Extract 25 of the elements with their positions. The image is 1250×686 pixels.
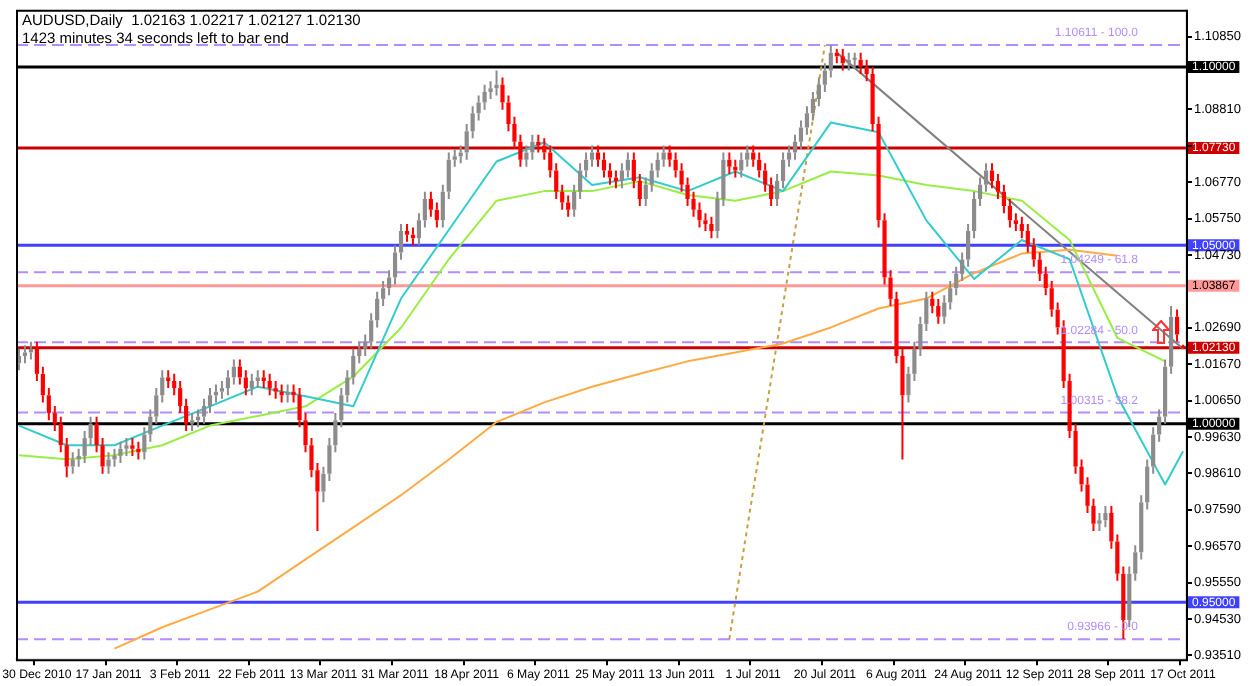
candlestick (130, 437, 135, 457)
candlestick (936, 297, 941, 325)
candlestick (249, 372, 254, 397)
candlestick (261, 369, 266, 390)
candlestick (1097, 512, 1102, 532)
candlestick (709, 215, 714, 240)
candlestick (727, 151, 732, 175)
candlestick (22, 344, 28, 365)
candlestick (112, 447, 117, 468)
candlestick (166, 369, 171, 390)
candlestick (1174, 308, 1180, 343)
candlestick (404, 222, 410, 243)
candlestick (1103, 504, 1108, 529)
candlestick (840, 48, 845, 72)
candlestick (273, 379, 278, 400)
candlestick (118, 440, 123, 465)
candlestick (494, 69, 499, 97)
candlestick (106, 451, 111, 475)
candlestick (267, 372, 272, 397)
candlestick (190, 412, 195, 432)
candlestick (530, 133, 535, 161)
candlestick (70, 451, 75, 475)
candlestick (255, 369, 260, 390)
candlestick (858, 51, 863, 76)
candlestick (124, 437, 129, 457)
